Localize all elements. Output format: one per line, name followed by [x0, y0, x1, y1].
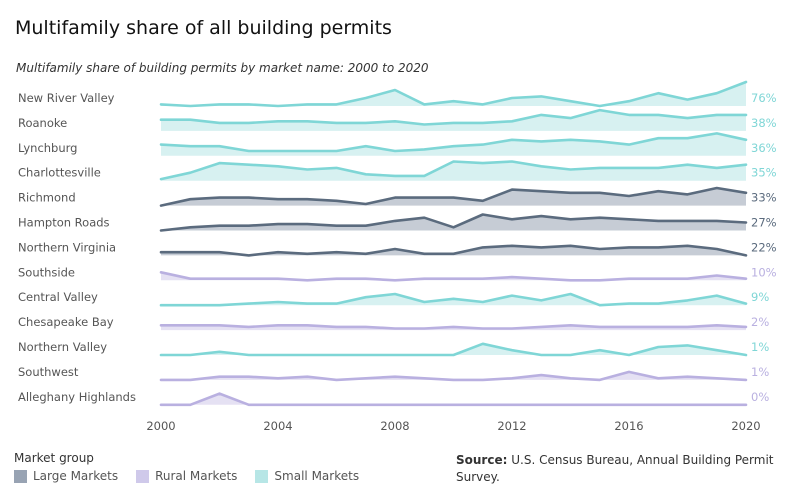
line-central-valley[interactable] [159, 292, 748, 307]
row-label-hampton-roads: Hampton Roads [18, 216, 110, 230]
legend-item-rural-markets[interactable]: Rural Markets [136, 469, 237, 483]
end-label-central-valley: 9% [751, 290, 769, 304]
line-charlottesville[interactable] [159, 160, 748, 181]
legend-swatch-large [14, 469, 27, 483]
line-northern-valley[interactable] [159, 342, 748, 357]
legend-item-small-markets[interactable]: Small Markets [255, 469, 359, 483]
line-northern-virginia[interactable] [159, 244, 748, 257]
row-label-southwest: Southwest [18, 365, 79, 379]
line-alleghany-highlands[interactable] [159, 392, 748, 407]
legend-swatch-small [255, 469, 269, 483]
x-tick-2000: 2000 [146, 419, 175, 433]
row-label-roanoke: Roanoke [18, 116, 67, 130]
chart-title: Multifamily share of all building permit… [15, 17, 392, 39]
end-label-northern-valley: 1% [751, 340, 769, 354]
line-chesapeake-bay[interactable] [159, 323, 748, 330]
legend: Market group Large Markets Rural Markets… [14, 451, 359, 483]
area-charlottesville [161, 161, 746, 181]
line-richmond[interactable] [159, 186, 748, 207]
legend-label-large: Large Markets [33, 469, 119, 483]
chart-subtitle: Multifamily share of building permits by… [16, 61, 429, 75]
end-label-northern-virginia: 22% [751, 240, 777, 254]
line-roanoke[interactable] [159, 108, 748, 126]
source-text: U.S. Census Bureau, Annual Building Perm… [456, 453, 774, 484]
area-alleghany-highlands [161, 393, 746, 405]
legend-label-small: Small Markets [274, 469, 360, 483]
end-label-new-river-valley: 76% [751, 91, 777, 105]
legend-swatch-rural [136, 469, 150, 483]
row-label-charlottesville: Charlottesville [18, 166, 101, 180]
line-hampton-roads[interactable] [159, 213, 748, 232]
row-label-northern-valley: Northern Valley [18, 340, 107, 354]
end-label-southside: 10% [751, 265, 777, 279]
line-lynchburg[interactable] [159, 132, 748, 153]
area-northern-valley [161, 343, 746, 355]
end-label-lynchburg: 36% [751, 141, 777, 155]
x-tick-2012: 2012 [497, 419, 526, 433]
end-label-chesapeake-bay: 2% [751, 315, 769, 329]
x-tick-2004: 2004 [263, 419, 292, 433]
line-new-river-valley[interactable] [159, 80, 748, 108]
row-label-lynchburg: Lynchburg [18, 141, 77, 155]
source-label: Source: [456, 453, 508, 467]
line-southwest[interactable] [159, 370, 748, 382]
row-label-chesapeake-bay: Chesapeake Bay [18, 315, 114, 329]
row-label-new-river-valley: New River Valley [18, 91, 115, 105]
end-label-roanoke: 38% [751, 116, 777, 130]
end-label-hampton-roads: 27% [751, 216, 777, 230]
sparkline-chart: New River Valley 76% Roanoke 38% Lynchburg 36… [18, 80, 777, 433]
source-note: Source: U.S. Census Bureau, Annual Build… [456, 452, 776, 486]
legend-item-large-markets[interactable]: Large Markets [14, 469, 118, 483]
row-label-alleghany-highlands: Alleghany Highlands [18, 390, 136, 404]
area-roanoke [161, 110, 746, 131]
end-label-richmond: 33% [751, 191, 777, 205]
row-label-northern-virginia: Northern Virginia [18, 240, 116, 254]
x-tick-2008: 2008 [380, 419, 409, 433]
row-label-richmond: Richmond [18, 191, 76, 205]
end-label-southwest: 1% [751, 365, 769, 379]
x-tick-2016: 2016 [614, 419, 643, 433]
end-label-charlottesville: 35% [751, 166, 777, 180]
legend-title: Market group [14, 451, 94, 465]
end-label-alleghany-highlands: 0% [751, 390, 769, 404]
row-label-southside: Southside [18, 265, 75, 279]
area-lynchburg [161, 133, 746, 156]
x-tick-2020: 2020 [731, 419, 760, 433]
line-southside[interactable] [159, 270, 748, 282]
area-northern-virginia [161, 245, 746, 256]
row-label-central-valley: Central Valley [18, 290, 98, 304]
area-richmond [161, 188, 746, 206]
legend-label-rural: Rural Markets [155, 469, 238, 483]
